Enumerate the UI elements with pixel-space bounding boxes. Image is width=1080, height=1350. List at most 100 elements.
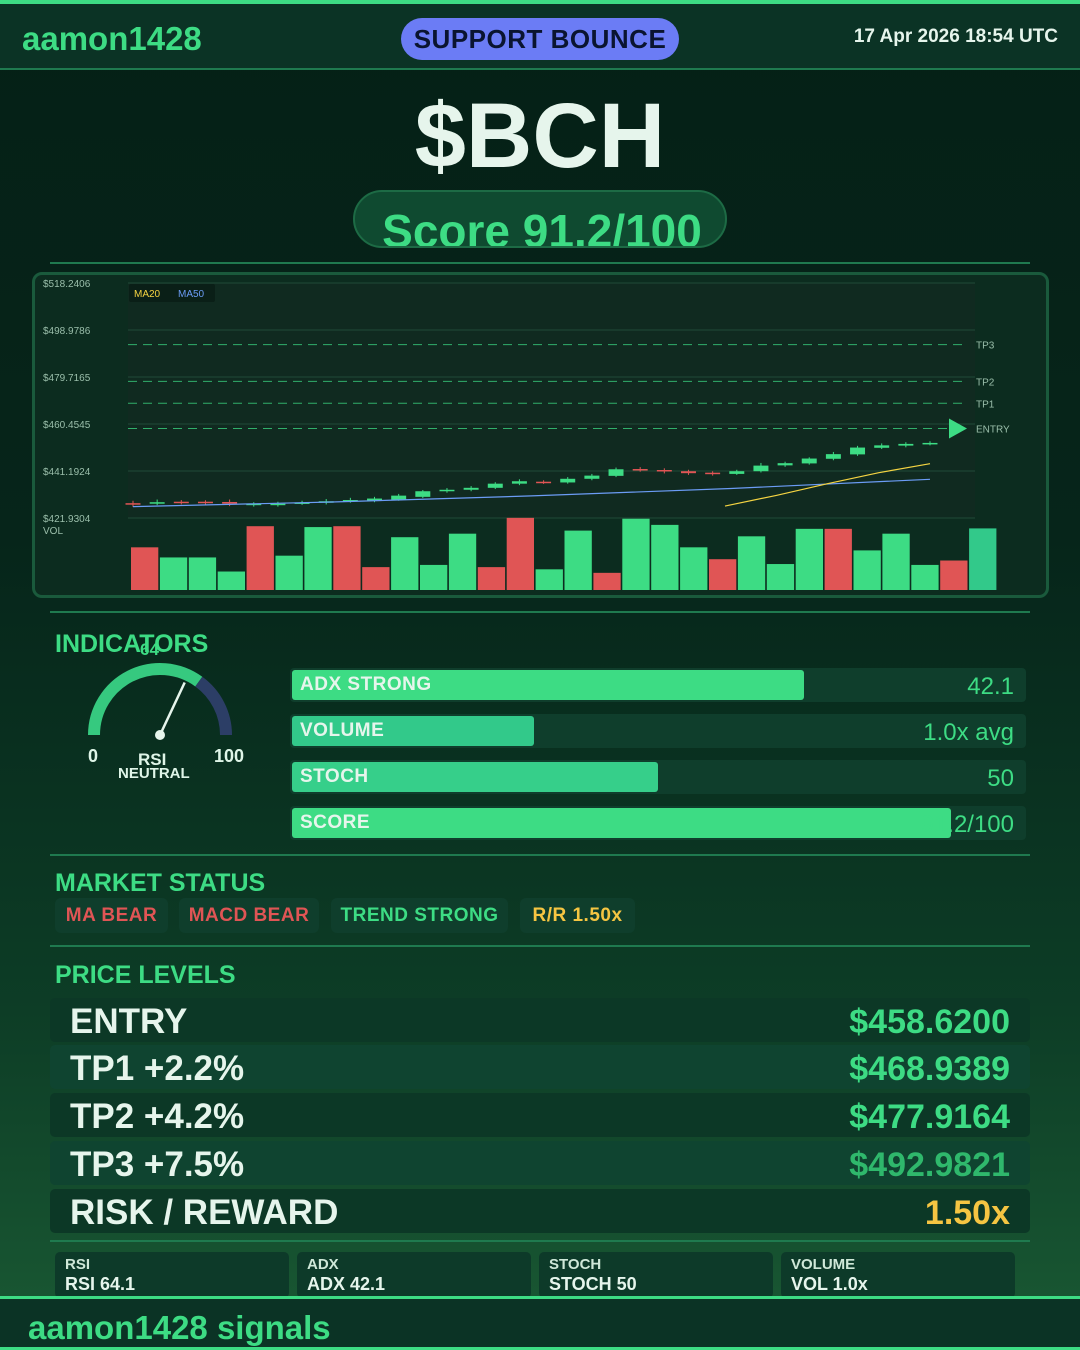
volume-bar	[564, 530, 592, 590]
legend-ma50: MA50	[178, 289, 205, 300]
stat-stoch: STOCH STOCH 50	[539, 1252, 773, 1298]
level-row-risk-reward: RISK / REWARD 1.50x	[50, 1189, 1030, 1233]
level-label-tp1: TP1	[976, 399, 995, 410]
candle-body	[439, 489, 455, 492]
y-tick-label: $460.4545	[43, 420, 91, 431]
market-status-title: MARKET STATUS	[55, 869, 266, 897]
y-tick-label: $441.1924	[43, 467, 91, 478]
stoch-bar: STOCH 50	[290, 760, 1026, 794]
rsi-gauge: 64 0 100 RSI NEUTRAL	[82, 640, 252, 790]
level-name: ENTRY	[70, 1002, 188, 1041]
rsi-gauge-min: 0	[88, 746, 99, 766]
level-row-entry: ENTRY $458.6200	[50, 998, 1030, 1042]
level-price: $458.6200	[849, 1003, 1010, 1041]
divider	[50, 262, 1030, 264]
candle-body	[342, 500, 358, 502]
candle-body	[560, 478, 576, 483]
volume-bar	[795, 528, 823, 590]
volume-bar	[766, 564, 795, 590]
adx-bar-fill	[292, 670, 805, 700]
rsi-gauge-hub	[155, 730, 165, 740]
level-row-tp1: TP1 +2.2% $468.9389	[50, 1045, 1030, 1089]
volume-bar	[188, 557, 217, 590]
volume-bar-label: VOLUME	[300, 720, 385, 741]
volume-bar	[622, 518, 650, 590]
stat-adx: ADX ADX 42.1	[297, 1252, 531, 1298]
score-text: Score 91.2/100	[382, 205, 702, 248]
volume-bar	[506, 517, 534, 590]
level-row-tp3: TP3 +7.5% $492.9821	[50, 1141, 1030, 1185]
tag-trend-strong: TREND STRONG	[331, 898, 508, 933]
volume-bar	[853, 550, 881, 590]
candle-body	[367, 498, 383, 501]
candle-body	[705, 472, 721, 475]
volume-bar	[420, 564, 448, 590]
volume-bar	[246, 526, 274, 590]
volume-bar	[882, 533, 910, 590]
candle-body	[197, 501, 213, 504]
level-name: TP2 +4.2%	[70, 1097, 245, 1136]
tag-risk-reward: R/R 1.50x	[520, 898, 635, 933]
score-pill: Score 91.2/100	[353, 190, 727, 248]
volume-bar	[159, 557, 188, 590]
y-tick-label: $479.7165	[43, 373, 91, 384]
footer-bar: aamon1428 signals	[0, 1296, 1080, 1350]
timestamp: 17 Apr 2026 18:54 UTC	[853, 26, 1058, 47]
stat-head: VOLUME	[791, 1256, 856, 1273]
candle-body	[487, 483, 503, 488]
candle-body	[656, 470, 672, 472]
level-label-tp2: TP2	[976, 377, 995, 388]
plot-area	[128, 283, 975, 518]
price-chart: $518.2406 $498.9786 $479.7165 $460.4545 $441…	[32, 272, 1049, 598]
candle-body	[922, 442, 938, 445]
volume-bar	[275, 555, 303, 590]
candle-body	[173, 501, 189, 504]
stat-head: ADX	[307, 1256, 339, 1273]
ma50-line	[132, 478, 931, 508]
rsi-gauge-needle	[158, 681, 186, 736]
rsi-gauge-max: 100	[214, 746, 245, 766]
ticker-symbol: $BCH	[414, 85, 666, 187]
stat-value: STOCH 50	[549, 1274, 637, 1294]
volume-bar	[824, 528, 852, 590]
level-name: TP1 +2.2%	[70, 1049, 245, 1088]
score-bar-label: SCORE	[300, 812, 371, 833]
candle-body	[632, 469, 648, 471]
candle-body	[753, 465, 769, 472]
level-price: $468.9389	[849, 1050, 1010, 1088]
y-tick-label: $498.9786	[43, 326, 91, 337]
level-name: TP3 +7.5%	[70, 1145, 245, 1184]
legend-ma20: MA20	[134, 289, 161, 300]
candle-body	[825, 454, 841, 459]
divider	[50, 945, 1030, 947]
stoch-bar-value: 50	[987, 765, 1014, 792]
stoch-bar-label: STOCH	[300, 766, 369, 787]
candle-body	[222, 501, 238, 504]
candle-body	[801, 458, 817, 464]
brand-name: aamon1428	[22, 20, 202, 57]
candle-body	[270, 503, 286, 506]
candle-body	[246, 503, 262, 506]
rsi-gauge-value: 64	[140, 640, 159, 659]
level-name: RISK / REWARD	[70, 1193, 339, 1232]
volume-bar	[651, 524, 679, 590]
volume-bar	[477, 567, 506, 590]
stat-value: RSI 64.1	[65, 1274, 136, 1294]
stat-value: ADX 42.1	[307, 1274, 386, 1294]
divider	[50, 611, 1030, 613]
level-price: 1.50x	[924, 1194, 1010, 1232]
price-levels-title: PRICE LEVELS	[55, 961, 236, 989]
volume-bar	[709, 559, 737, 590]
divider	[50, 1240, 1030, 1242]
candle-body	[898, 443, 914, 446]
candle-body	[125, 503, 141, 505]
level-label-entry: ENTRY	[976, 424, 1010, 435]
score-bar-fill	[292, 808, 951, 838]
adx-bar-value: 42.1	[967, 673, 1014, 700]
footer-brand: aamon1428 signals	[28, 1309, 331, 1346]
stat-head: RSI	[65, 1256, 91, 1273]
adx-bar-label: ADX STRONG	[300, 674, 432, 695]
stat-head: STOCH	[549, 1256, 602, 1273]
score-bar-value: 91.2/100	[920, 811, 1014, 838]
ma20-line	[724, 463, 931, 507]
